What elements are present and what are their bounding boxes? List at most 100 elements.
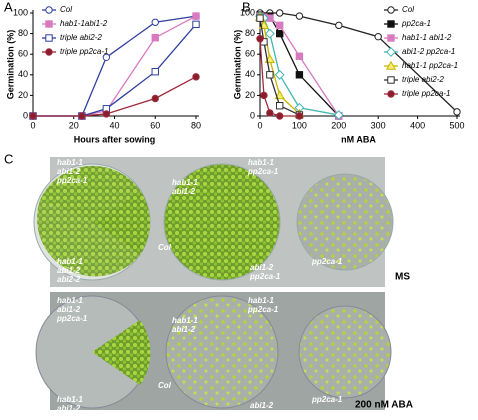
legend-marker — [387, 76, 395, 84]
plate-label: hab1-1 abi1-2 — [172, 316, 198, 334]
x-tick-label: 0 — [30, 120, 35, 130]
panel-label: B — [242, 0, 251, 14]
x-tick-label: 0 — [257, 120, 262, 130]
marker — [295, 112, 304, 120]
marker — [274, 90, 285, 100]
panel-label: A — [4, 0, 13, 14]
legend-label: triple pp2ca-1 — [60, 47, 108, 56]
plate-label: hab1-1 abi1-2 — [172, 178, 198, 196]
plate-label: pp2ca-1 — [311, 257, 343, 266]
legend-label: Col — [60, 5, 72, 14]
plate-label-line: abi1-2 — [172, 325, 196, 334]
legend-label: triple pp2ca-1 — [402, 89, 450, 98]
plate-label-line: abi1-2 — [57, 404, 81, 413]
plate-label-line: abi1-2 — [57, 305, 81, 314]
plate-label-line: hab1-1 — [248, 158, 274, 167]
y-tick-label: 100 — [13, 7, 28, 17]
y-axis-title: Germination (%) — [5, 30, 15, 100]
plate-label: pp2ca-1 — [311, 395, 343, 404]
plate-label: Col — [158, 381, 172, 390]
plate-label-line: hab1-1 — [57, 257, 83, 266]
y-tick-label: 40 — [18, 69, 28, 79]
marker — [151, 34, 159, 42]
legend-marker — [45, 34, 53, 42]
legend-label: hab1-1 abi1-2 — [402, 33, 452, 42]
marker — [264, 28, 275, 39]
marker — [276, 9, 284, 17]
marker — [276, 21, 284, 30]
marker — [151, 18, 159, 26]
plate-label: hab1-1 abi1-2 pp2ca-1 — [56, 158, 88, 185]
plate-label-line: pp2ca-1 — [249, 410, 281, 415]
marker — [78, 112, 86, 120]
marker — [29, 112, 37, 120]
y-tick-label: 80 — [18, 28, 28, 38]
legend-marker — [387, 20, 395, 28]
marker — [274, 69, 285, 80]
plate-label-line: Col — [158, 243, 172, 252]
marker — [374, 32, 382, 41]
x-tick-label: 80 — [191, 120, 201, 130]
marker — [276, 112, 284, 120]
plate-label-line: pp2ca-1 — [311, 395, 343, 404]
plate-label-line: abi1-2 — [250, 263, 274, 272]
photo-background — [33, 157, 394, 410]
marker — [192, 20, 200, 29]
y-tick-label: 20 — [18, 90, 28, 100]
plate-label: hab1-1 pp2ca-1 — [247, 158, 279, 176]
series-line — [33, 15, 197, 117]
legend-marker — [387, 34, 395, 42]
plate-label-line: hab1-1 — [57, 158, 83, 167]
legend-marker — [45, 6, 53, 14]
marker — [453, 108, 461, 116]
plate-label: hab1-1 pp2ca-1 — [247, 296, 279, 314]
plate-label-line: hab1-1 — [248, 296, 274, 305]
series-line — [33, 76, 197, 117]
panel-label: C — [4, 151, 13, 166]
y-axis-title: Germination (%) — [232, 30, 242, 100]
x-tick-label: 60 — [150, 120, 160, 130]
x-axis-title: nM ABA — [341, 134, 376, 144]
legend-marker — [387, 6, 395, 14]
plate-label-line: abi1-2 — [57, 266, 81, 275]
plate-label-line: pp2ca-1 — [56, 314, 88, 323]
legend-label: triple abi2-2 — [402, 75, 444, 84]
marker — [192, 73, 200, 81]
marker — [295, 71, 304, 79]
x-axis-title: Hours after sowing — [74, 134, 156, 144]
plate-label-line: hab1-1 — [172, 178, 198, 187]
x-tick-label: 20 — [69, 120, 79, 130]
plate-label-line: hab1-1 — [57, 296, 83, 305]
plate-label-line: pp2ca-1 — [311, 257, 343, 266]
legend-label: hab1-1abi1-2 — [60, 19, 108, 28]
marker — [102, 53, 111, 61]
marker — [276, 102, 284, 110]
marker — [295, 52, 304, 60]
y-tick-label: 40 — [245, 69, 255, 79]
legend-marker — [386, 47, 396, 57]
plate-label-line: abi2-2 — [57, 275, 81, 284]
marker — [335, 21, 343, 30]
plate-label: hab1-1 abi1-2 pp2ca-1 — [56, 296, 88, 323]
legend-label: hab1-1 pp2ca-1 — [402, 61, 458, 70]
marker — [276, 29, 284, 38]
marker — [151, 94, 159, 103]
y-tick-label: 60 — [18, 49, 28, 59]
y-tick-label: 80 — [245, 28, 255, 38]
y-tick-label: 100 — [240, 7, 255, 17]
legend-label: Col — [402, 5, 414, 14]
plate-label-line: hab1-1 — [172, 316, 198, 325]
marker — [266, 71, 274, 79]
plate-label-line: abi1-2 — [250, 401, 274, 410]
marker — [260, 91, 268, 100]
plate-label-line: pp2ca-1 — [56, 176, 88, 185]
plate-label-line: abi1-2 — [57, 167, 81, 176]
plate-label-line: abi1-2 — [172, 187, 196, 196]
y-tick-label: 60 — [245, 49, 255, 59]
legend-label: pp2ca-1 — [401, 19, 431, 28]
plate-label-line: Col — [158, 381, 172, 390]
x-tick-label: 400 — [410, 120, 425, 130]
